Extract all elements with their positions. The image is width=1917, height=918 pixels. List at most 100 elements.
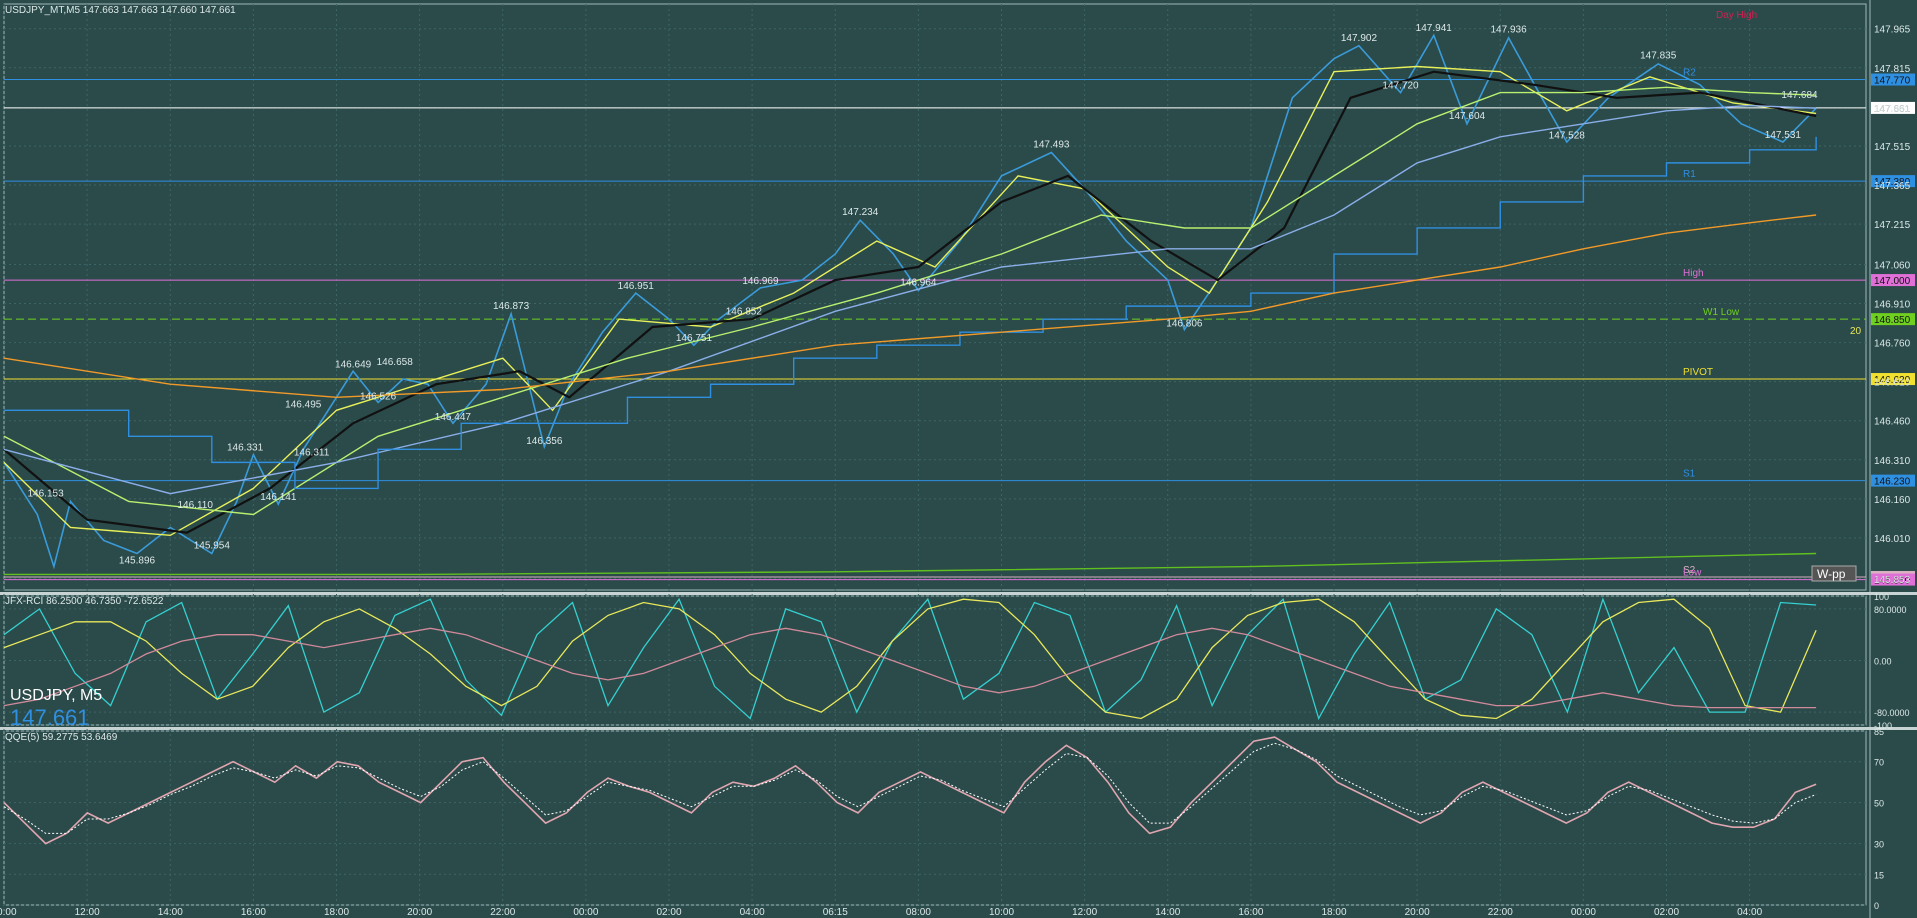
- series-line: [3, 104, 1817, 495]
- series-line: [3, 70, 1817, 534]
- y-tick-label: 147.365: [1874, 181, 1911, 192]
- level-price-label: 146.850: [1874, 315, 1911, 326]
- price-series: [3, 33, 1817, 576]
- level-price-box: [1871, 175, 1915, 188]
- level-price-box: [1871, 101, 1915, 114]
- series-line: [4, 136, 1817, 490]
- series-line: [3, 65, 1817, 537]
- x-tick-label: 16:00: [241, 907, 266, 918]
- y-tick-label: 147.215: [1874, 220, 1911, 231]
- x-tick-label: 04:00: [1737, 907, 1762, 918]
- x-tick-label: 00:00: [1571, 907, 1596, 918]
- level-price-label: 147.380: [1874, 177, 1911, 188]
- price-annotation: 147.234: [842, 207, 879, 218]
- price-annotation: 147.902: [1341, 33, 1378, 44]
- x-tick-label: 00:00: [573, 907, 598, 918]
- x-tick-label: 14:00: [1155, 907, 1180, 918]
- price-annotation: 147.835: [1640, 51, 1677, 62]
- x-tick-label: 12:00: [75, 907, 100, 918]
- x-tick-label: 02:00: [1654, 907, 1679, 918]
- symbol-info: USDJPY_MT,M5 147.663 147.663 147.660 147…: [5, 5, 236, 16]
- wpp-label: W-pp: [1817, 567, 1846, 581]
- day-high-label: Day High: [1716, 10, 1757, 21]
- rci-tick-label: -100: [1874, 721, 1892, 731]
- panel-divider: [0, 592, 1917, 595]
- wpp-box: [1811, 565, 1857, 582]
- level-label: Low: [1683, 568, 1702, 579]
- rci-panel: 100 80.0000 0.00 -80.0000 -100: [3, 592, 1910, 731]
- level-label: PIVOT: [1683, 367, 1713, 378]
- price-annotation: 147.720: [1382, 81, 1419, 92]
- x-tick-label: 10:00: [989, 907, 1014, 918]
- x-tick-label: 18:00: [1321, 907, 1346, 918]
- y-tick-label: 146.160: [1874, 495, 1911, 506]
- level-label: S1: [1683, 469, 1696, 480]
- price-annotation: 146.153: [27, 489, 64, 500]
- level-price-box: [1871, 373, 1915, 386]
- level-price-box: [1871, 474, 1915, 487]
- rci-tick-label: 100: [1874, 592, 1889, 602]
- price-annotation: 146.658: [377, 357, 414, 368]
- qqe-line: [3, 742, 1817, 834]
- y-tick-label: 146.760: [1874, 339, 1911, 350]
- qqe-panel: 85 70 50 30 15 0: [3, 727, 1884, 911]
- price-annotation: 146.852: [726, 307, 763, 318]
- price-annotation: 146.964: [900, 277, 937, 288]
- x-tick-label: 22:00: [490, 907, 515, 918]
- level-price-box: [1871, 73, 1915, 86]
- y-tick-label: 146.610: [1874, 378, 1911, 389]
- price-annotation: 146.951: [618, 281, 655, 292]
- x-tick-label: 18:00: [324, 907, 349, 918]
- watermark-price: 147.661: [10, 705, 90, 730]
- level-label: High: [1683, 268, 1704, 279]
- panel-frame: [3, 3, 1867, 591]
- x-tick-label: 12:00: [1072, 907, 1097, 918]
- y-tick-label: 146.010: [1874, 534, 1911, 545]
- price-annotation: 146.141: [260, 492, 297, 503]
- price-annotation: 146.110: [177, 500, 213, 511]
- price-annotation: 146.447: [435, 412, 472, 423]
- x-tick-label: 04:00: [740, 907, 765, 918]
- panel-divider: [0, 727, 1917, 730]
- x-tick-label: 16:00: [1238, 907, 1263, 918]
- watermark-symbol: USDJPY, M5: [10, 687, 102, 704]
- price-annotation: 147.684: [1781, 90, 1818, 101]
- qqe-tick-label: 85: [1874, 727, 1884, 737]
- x-tick-label: 22:00: [1488, 907, 1513, 918]
- y-tick-label: 147.965: [1874, 25, 1911, 36]
- y-tick-label: 147.060: [1874, 260, 1911, 271]
- rci-line: [3, 627, 1817, 709]
- price-annotation: 146.356: [526, 436, 563, 447]
- y-tick-label: 147.815: [1874, 64, 1911, 75]
- series-line: [3, 86, 1817, 516]
- qqe-label: QQE(5) 59.2775 53.6469: [5, 732, 118, 743]
- x-tick-label: 08:00: [906, 907, 931, 918]
- x-tick-label: 14:00: [158, 907, 183, 918]
- x-tick-label: 20:00: [407, 907, 432, 918]
- wpp-value: 20: [1850, 326, 1862, 337]
- pivot-levels: R2147.770R1147.380S1146.230S2145.860High…: [4, 68, 1915, 587]
- y-tick-label: 145.853: [1874, 575, 1911, 586]
- rci-line: [3, 598, 1817, 720]
- price-annotation: 145.896: [119, 556, 156, 567]
- level-price-label: 146.620: [1874, 375, 1911, 386]
- price-annotation: 146.331: [227, 442, 264, 453]
- price-annotation: 146.873: [493, 301, 530, 312]
- y-tick-label: 146.460: [1874, 417, 1911, 428]
- level-label: R1: [1683, 169, 1696, 180]
- price-annotation: 146.969: [742, 276, 779, 287]
- rci-tick-label: -80.0000: [1874, 708, 1910, 718]
- price-annotation: 147.936: [1490, 24, 1527, 35]
- level-label: S2: [1683, 565, 1696, 576]
- price-annotation: 146.311: [294, 448, 330, 459]
- level-price-label: 147.770: [1874, 76, 1911, 87]
- price-annotations: 146.153 145.896 146.110 145.954 146.141 146.3…: [27, 23, 1818, 567]
- price-annotation: 145.954: [194, 540, 231, 551]
- x-tick-label: 10:00: [0, 907, 17, 918]
- qqe-line: [3, 736, 1817, 845]
- qqe-tick-label: 70: [1874, 758, 1884, 768]
- axes: 10:00 12:00 14:00 16:00 18:00 20:00 22:00 00:00…: [0, 25, 1911, 918]
- price-annotation: 146.526: [360, 392, 397, 403]
- y-tick-label: 147.515: [1874, 142, 1911, 153]
- x-tick-label: 02:00: [656, 907, 681, 918]
